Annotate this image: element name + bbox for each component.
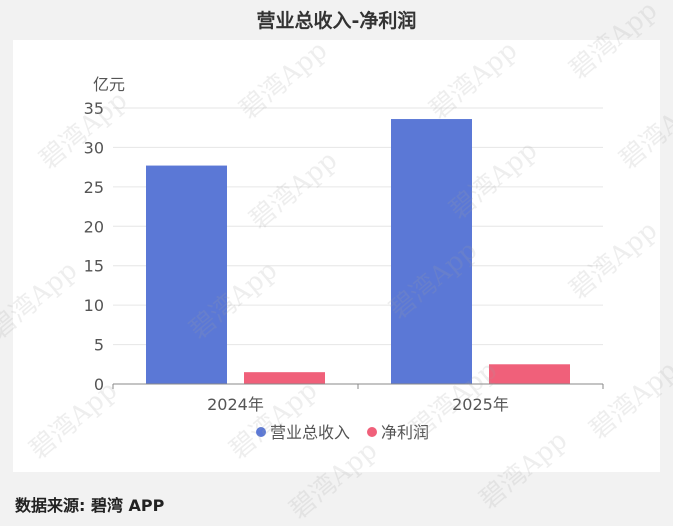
y-tick-label: 10 [84,296,104,315]
y-tick-label: 25 [84,178,104,197]
data-source: 数据来源: 碧湾 APP [15,496,165,515]
y-axis-ticks: 0 5 10 15 20 25 30 35 [84,99,104,394]
y-axis-label: 亿元 [93,75,125,94]
bar-revenue [146,165,227,384]
legend-marker [256,427,266,437]
bar-net-profit [489,364,570,384]
y-tick-label: 35 [84,99,104,118]
legend-label: 净利润 [381,423,429,442]
x-tick-label: 2025年 [452,395,509,414]
bars [146,119,570,384]
y-tick-label: 15 [84,257,104,276]
x-axis-ticks: 2024年 2025年 [112,384,604,414]
y-tick-label: 20 [84,217,104,236]
legend-marker [367,427,377,437]
bar-revenue [391,119,472,384]
legend-label: 营业总收入 [270,423,350,442]
y-tick-label: 5 [94,336,104,355]
legend: 营业总收入 净利润 [256,423,429,442]
y-tick-label: 30 [84,138,104,157]
bar-net-profit [244,372,325,384]
x-tick-label: 2024年 [207,395,264,414]
chart-panel [13,40,660,472]
y-tick-label: 0 [94,375,104,394]
page-title: 营业总收入-净利润 [256,10,417,32]
bar-chart: 0 5 10 15 20 25 30 35 亿元 2024年 2025年 营业总收入 净利润 [84,75,604,442]
